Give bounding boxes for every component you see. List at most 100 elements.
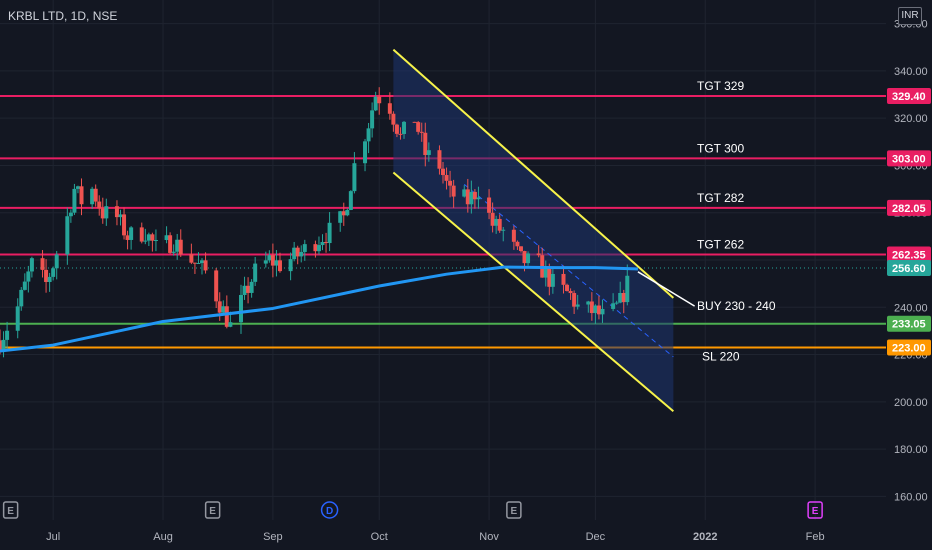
candle-body: [412, 121, 417, 123]
moving-average-line: [0, 265, 638, 353]
candle-body: [550, 273, 555, 287]
candle-body: [316, 245, 321, 252]
candle-body: [543, 267, 548, 278]
candle-body: [387, 103, 392, 114]
candle-body: [313, 244, 318, 252]
candle-body: [451, 185, 456, 197]
candle-body: [352, 163, 357, 192]
candle-body: [327, 222, 332, 244]
candle-body: [129, 227, 134, 240]
candle-body: [242, 285, 247, 295]
candle-body: [476, 197, 481, 200]
candle-body: [139, 227, 144, 242]
candle-body: [40, 258, 45, 270]
buy-pointer-line: [637, 271, 696, 307]
x-tick-label: Nov: [479, 531, 499, 543]
candle-body: [203, 260, 208, 271]
candle-body: [19, 289, 24, 307]
candle-body: [5, 330, 10, 340]
candle-body: [164, 235, 169, 241]
candle-body: [526, 253, 531, 264]
candle-body: [1, 339, 6, 351]
level-annotation: TGT 262: [697, 237, 744, 251]
candle-body: [253, 263, 258, 282]
earnings-marker-letter: E: [209, 506, 216, 517]
dividend-marker-letter: D: [326, 506, 333, 517]
candle-body: [416, 122, 421, 132]
level-annotation: TGT 329: [697, 79, 744, 93]
candle-body: [44, 269, 49, 282]
candle-body: [572, 293, 577, 307]
candle-body: [143, 240, 148, 242]
candle-body: [593, 305, 598, 314]
candle-body: [26, 271, 31, 282]
candle-body: [288, 259, 293, 272]
candle-body: [469, 191, 474, 205]
y-tick-label: 200.00: [894, 397, 928, 409]
candle-body: [345, 209, 350, 216]
level-price-label: 282.05: [892, 203, 926, 215]
level-price-badge: [887, 246, 931, 263]
level-annotation: TGT 282: [697, 191, 744, 205]
candle-body: [100, 208, 105, 219]
chart-title: KRBL LTD, 1D, NSE: [8, 9, 118, 23]
candle-body: [79, 186, 84, 205]
candle-body: [29, 258, 34, 272]
earnings-upcoming-marker-letter: E: [812, 506, 819, 517]
descending-channel: [392, 48, 675, 413]
candle-body: [568, 291, 573, 294]
level-price-label: 303.00: [892, 153, 926, 165]
y-tick-label: 320.00: [894, 113, 928, 125]
candlestick-series: [0, 87, 630, 358]
candle-body: [97, 201, 102, 209]
candle-body: [122, 214, 127, 236]
candle-body: [68, 212, 73, 217]
candle-body: [596, 305, 601, 315]
candle-body: [586, 301, 591, 305]
buy-annotation: BUY 230 - 240: [697, 299, 776, 313]
candle-body: [444, 175, 449, 181]
candle-body: [295, 247, 300, 257]
last-price-badge: [887, 260, 931, 277]
candle-body: [267, 255, 272, 261]
candle-body: [178, 239, 183, 255]
candle-body: [75, 186, 80, 189]
candle-body: [192, 262, 197, 264]
channel-upper-line: [392, 48, 675, 299]
candle-body: [490, 212, 495, 226]
level-price-badge: [887, 199, 931, 216]
candle-body: [93, 188, 98, 202]
x-tick-label: Aug: [153, 531, 173, 543]
currency-button[interactable]: INR: [898, 7, 922, 25]
candle-body: [448, 180, 453, 186]
x-tick-label: 2022: [693, 531, 717, 543]
candle-body: [621, 293, 626, 303]
candle-body: [54, 254, 59, 269]
x-axis[interactable]: Jul Aug Sep Oct Nov Dec 2022 Feb: [0, 520, 932, 550]
candle-body: [518, 246, 523, 252]
x-tick-label: Jul: [46, 531, 60, 543]
candle-body: [114, 206, 119, 218]
candle-body: [348, 191, 353, 210]
candle-body: [363, 141, 368, 164]
candle-body: [472, 191, 477, 200]
earnings-marker-letter: E: [511, 506, 518, 517]
candle-body: [189, 254, 194, 263]
level-price-label: 233.05: [892, 319, 926, 331]
candle-body: [150, 234, 155, 241]
candle-body: [104, 206, 109, 219]
candle-body: [441, 168, 445, 176]
y-axis[interactable]: 360.00340.00320.00300.00280.00260.00240.…: [886, 0, 932, 550]
candle-body: [228, 322, 233, 327]
candle-body: [394, 124, 399, 134]
candle-body: [320, 241, 325, 246]
candle-body: [168, 235, 173, 253]
candle-body: [437, 150, 442, 169]
level-price-badge: [887, 87, 931, 104]
candle-body: [171, 251, 176, 253]
dividend-marker: [320, 501, 339, 519]
candle-body: [497, 218, 502, 231]
candle-body: [522, 251, 527, 264]
